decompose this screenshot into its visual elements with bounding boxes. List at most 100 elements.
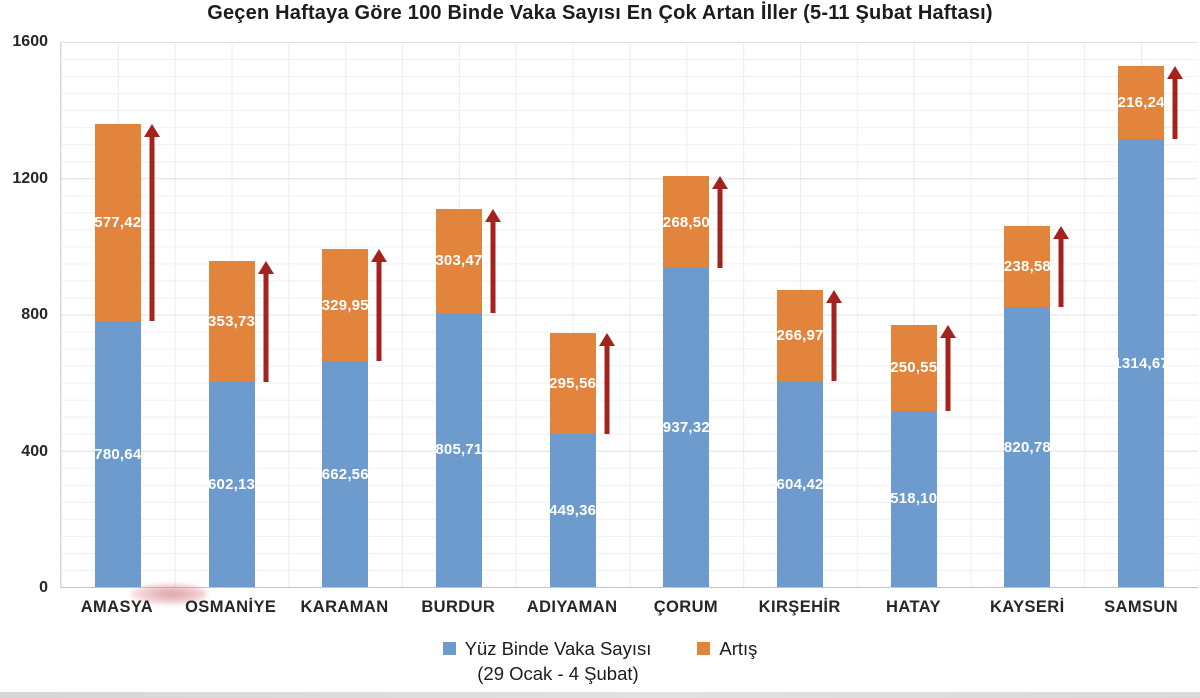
arrow-head: [1053, 226, 1070, 240]
bar-segment-artis: 353,73: [207, 261, 256, 382]
value-label: 805,71: [435, 441, 483, 459]
arrow-head: [257, 261, 274, 275]
stacked-bar: 662,56 329,95: [321, 42, 369, 587]
value-label: 518,10: [890, 490, 938, 508]
legend-label-artis: Artış: [719, 638, 758, 659]
arrow-shaft: [149, 133, 155, 322]
bar-segment-vaka: 602,13: [207, 381, 256, 587]
y-axis: 0 400 800 1200 1600: [0, 33, 54, 596]
category-label-amasya: AMASYA: [80, 598, 154, 616]
bar-slot-kirşehi̇r: 604,42 266,97: [743, 42, 857, 587]
value-label: 266,97: [776, 327, 824, 345]
stacked-bar: 604,42 266,97: [776, 42, 824, 587]
value-label: 937,32: [662, 418, 710, 436]
bar-slot-samsun: 1314,67 216,24: [1084, 42, 1198, 587]
y-tick-label: 400: [21, 442, 48, 460]
arrow-shaft: [263, 270, 269, 382]
arrow-shaft: [490, 218, 496, 313]
stacked-bar: 602,13 353,73: [207, 42, 256, 587]
category-label-çorum: ÇORUM: [653, 598, 719, 616]
legend-label-vaka-line2: (29 Ocak - 4 Şubat): [477, 662, 639, 684]
legend-item-artis: Artış: [697, 637, 757, 662]
stacked-bar: 937,32 268,50: [662, 42, 710, 587]
bar-slot-adiyaman: 449,36 295,56: [516, 42, 630, 587]
value-label: 1314,67: [1113, 354, 1169, 372]
bar-slot-karaman: 662,56 329,95: [288, 42, 402, 587]
value-label: 303,47: [435, 252, 483, 270]
arrow-shaft: [945, 334, 951, 411]
bar-slot-osmani̇ye: 602,13 353,73: [175, 42, 289, 587]
value-label: 820,78: [1003, 438, 1051, 456]
stacked-bar: 518,10 250,55: [890, 42, 938, 587]
value-label: 602,13: [207, 475, 256, 493]
increase-arrow-icon: [712, 176, 729, 268]
legend-swatch-blue: [442, 642, 456, 655]
bar-slot-burdur: 805,71 303,47: [402, 42, 516, 587]
arrow-shaft: [1172, 74, 1178, 140]
bar-slot-amasya: 780,64 577,42: [61, 42, 175, 587]
bar-segment-vaka: 518,10: [890, 410, 938, 587]
value-label: 250,55: [890, 359, 938, 377]
value-label: 449,36: [549, 501, 597, 519]
stacked-bar: 820,78 238,58: [1003, 42, 1051, 587]
arrow-shaft: [376, 257, 382, 362]
value-label: 604,42: [776, 475, 824, 493]
arrow-head: [939, 325, 956, 339]
image-edge-artifact: [0, 692, 1200, 698]
increase-arrow-icon: [257, 261, 274, 382]
stacked-bar: 780,64 577,42: [94, 42, 142, 587]
bar-segment-artis: 303,47: [435, 209, 483, 313]
legend: Yüz Binde Vaka Sayısı (29 Ocak - 4 Şubat…: [0, 637, 1200, 687]
category-label-karaman: KARAMAN: [300, 598, 389, 616]
bar-segment-artis: 266,97: [776, 290, 824, 382]
bar-segment-artis: 577,42: [94, 124, 142, 322]
legend-item-vaka: Yüz Binde Vaka Sayısı (29 Ocak - 4 Şubat…: [442, 637, 652, 687]
category-label-adiyaman: ADIYAMAN: [526, 598, 618, 616]
legend-swatch-orange: [697, 642, 711, 655]
arrow-head: [484, 209, 501, 223]
chart-title: Geçen Haftaya Göre 100 Binde Vaka Sayısı…: [207, 2, 993, 24]
legend-label-vaka: Yüz Binde Vaka Sayısı (29 Ocak - 4 Şubat…: [465, 637, 652, 687]
value-label: 353,73: [207, 313, 256, 331]
plot-area: 780,64 577,42 602,13 353,73 662,56 329,95 805,…: [60, 42, 1198, 605]
y-tick-label: 1600: [12, 33, 48, 50]
stacked-bar: 1314,67 216,24: [1113, 42, 1169, 587]
bar-segment-artis: 250,55: [890, 325, 938, 411]
bar-segment-vaka: 449,36: [549, 433, 597, 587]
bar-segment-vaka: 805,71: [435, 312, 483, 587]
increase-arrow-icon: [371, 248, 388, 362]
value-label: 780,64: [94, 445, 142, 463]
category-label-kirşehi̇r: KIRŞEHİR: [758, 598, 841, 616]
category-label-samsun: SAMSUN: [1104, 598, 1179, 616]
increase-arrow-icon: [1053, 226, 1070, 308]
bar-segment-vaka: 780,64: [94, 321, 142, 587]
bar-segment-vaka: 1314,67: [1113, 139, 1169, 587]
value-label: 329,95: [321, 296, 369, 314]
bar-segment-vaka: 820,78: [1003, 307, 1051, 587]
y-tick-label: 1200: [12, 169, 48, 187]
bar-segment-artis: 268,50: [662, 176, 710, 268]
value-label: 216,24: [1117, 93, 1165, 111]
y-tick-label: 0: [39, 579, 48, 596]
bar-segment-artis: 216,24: [1117, 65, 1165, 140]
category-label-osmani̇ye: OSMANİYE: [185, 598, 277, 616]
value-label: 577,42: [94, 214, 142, 232]
bar-segment-vaka: 604,42: [776, 381, 824, 587]
x-axis-labels: AMASYA OSMANİYE KARAMAN BURDUR ADIYAMAN ÇORUM…: [60, 598, 1198, 624]
increase-arrow-icon: [143, 124, 160, 322]
category-label-hatay: HATAY: [886, 598, 941, 616]
category-label-kayseri̇: KAYSERİ: [989, 598, 1065, 616]
arrow-head: [598, 333, 615, 347]
stacked-bar: 449,36 295,56: [549, 42, 597, 587]
arrow-shaft: [717, 185, 723, 268]
increase-arrow-icon: [939, 325, 956, 411]
y-tick-label: 800: [21, 306, 48, 323]
value-label: 295,56: [549, 375, 597, 393]
category-label-burdur: BURDUR: [421, 598, 496, 616]
stacked-bar: 805,71 303,47: [435, 42, 483, 587]
increase-arrow-icon: [826, 290, 843, 382]
bar-segment-artis: 238,58: [1004, 226, 1051, 308]
legend-label-vaka-line1: Yüz Binde Vaka Sayısı: [464, 638, 652, 659]
value-label: 268,50: [662, 213, 710, 231]
